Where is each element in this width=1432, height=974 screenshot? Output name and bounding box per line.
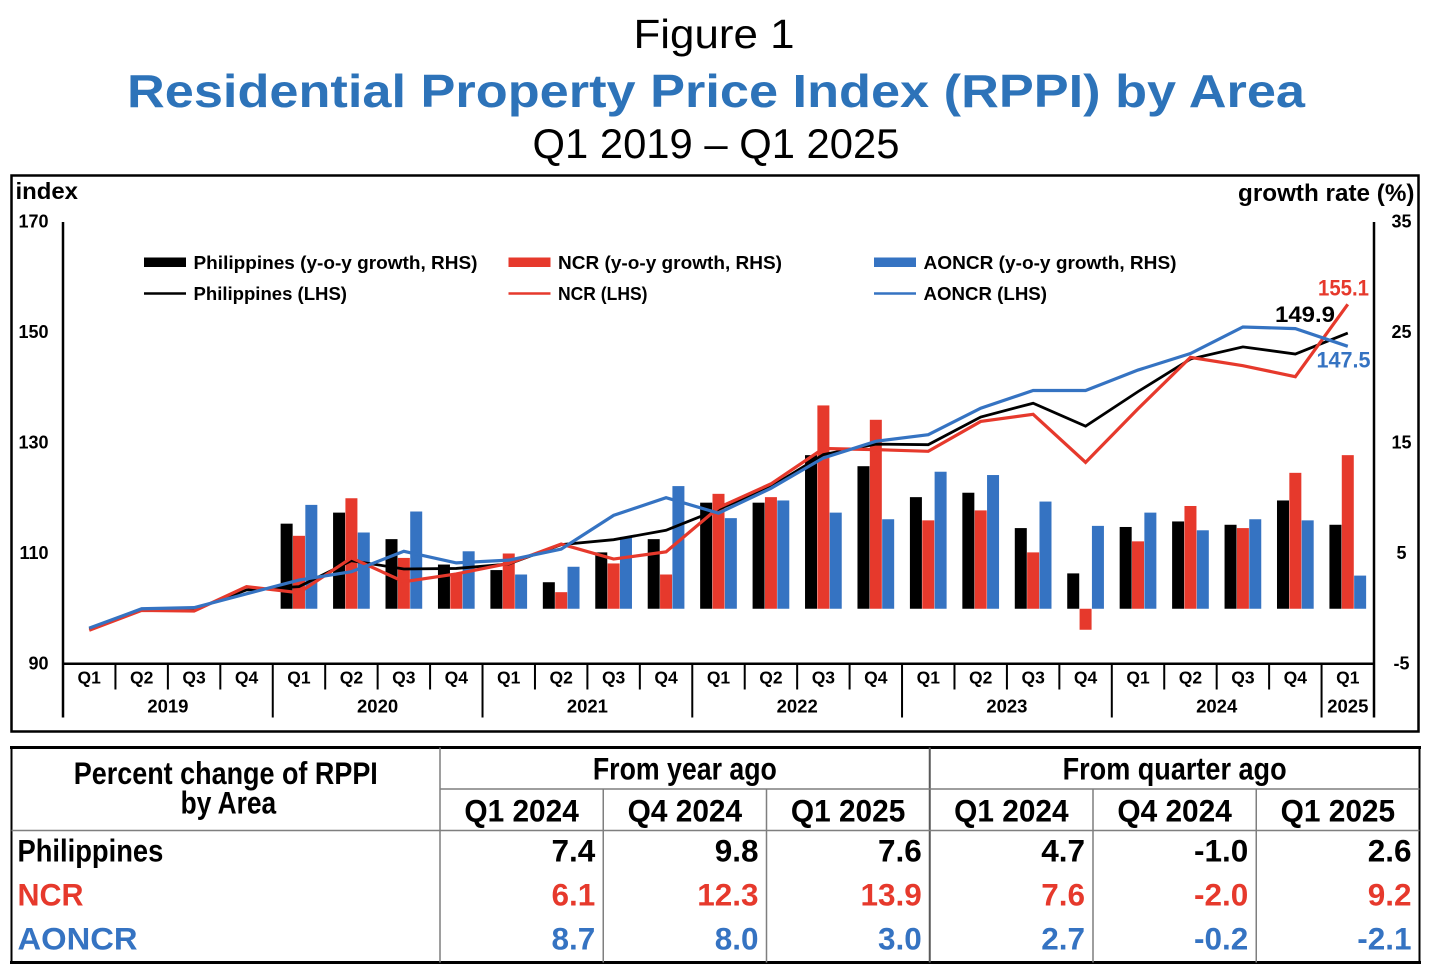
svg-text:Q4: Q4	[235, 668, 259, 688]
svg-text:index: index	[16, 178, 79, 204]
svg-text:AONCR (LHS): AONCR (LHS)	[924, 284, 1048, 304]
svg-text:Q4: Q4	[654, 668, 678, 688]
svg-text:Q4 2024: Q4 2024	[1117, 793, 1232, 829]
svg-text:by Area: by Area	[181, 784, 277, 820]
svg-text:Q3: Q3	[602, 668, 626, 688]
svg-text:Q1: Q1	[78, 668, 102, 688]
svg-text:130: 130	[18, 433, 48, 453]
svg-text:4.7: 4.7	[1041, 833, 1085, 869]
svg-text:12.3: 12.3	[697, 877, 758, 913]
svg-text:Q4: Q4	[1284, 668, 1308, 688]
svg-text:7.4: 7.4	[551, 833, 595, 869]
svg-text:From quarter ago: From quarter ago	[1063, 751, 1287, 787]
svg-text:Q2: Q2	[1179, 668, 1203, 688]
svg-text:Q2: Q2	[130, 668, 154, 688]
svg-text:Q4: Q4	[864, 668, 888, 688]
svg-text:6.1: 6.1	[551, 877, 595, 913]
svg-text:147.5: 147.5	[1317, 348, 1371, 373]
svg-text:AONCR: AONCR	[18, 921, 138, 957]
svg-text:From year ago: From year ago	[593, 751, 777, 787]
svg-text:2023: 2023	[986, 696, 1027, 717]
svg-text:Q1: Q1	[287, 668, 311, 688]
svg-text:-2.0: -2.0	[1194, 877, 1248, 913]
svg-text:Q4: Q4	[445, 668, 469, 688]
svg-text:Q3: Q3	[392, 668, 416, 688]
svg-text:Q1 2025: Q1 2025	[1281, 793, 1396, 829]
svg-text:NCR (y-o-y growth, RHS): NCR (y-o-y growth, RHS)	[558, 253, 782, 273]
svg-text:2025: 2025	[1327, 696, 1368, 717]
svg-text:Q1: Q1	[1126, 668, 1150, 688]
svg-text:90: 90	[28, 654, 48, 674]
svg-text:8.0: 8.0	[715, 921, 759, 957]
svg-text:Q1: Q1	[917, 668, 941, 688]
svg-text:Q1: Q1	[1336, 668, 1360, 688]
svg-text:Q3: Q3	[182, 668, 206, 688]
svg-text:-0.2: -0.2	[1194, 921, 1248, 957]
svg-text:2022: 2022	[777, 696, 818, 717]
svg-text:110: 110	[19, 543, 48, 563]
svg-text:2.7: 2.7	[1041, 921, 1085, 957]
svg-text:13.9: 13.9	[860, 877, 921, 913]
svg-text:7.6: 7.6	[878, 833, 922, 869]
svg-text:NCR: NCR	[18, 877, 84, 913]
svg-text:Philippines: Philippines	[18, 833, 164, 869]
svg-text:2024: 2024	[1196, 696, 1238, 717]
svg-text:Q3: Q3	[812, 668, 836, 688]
svg-text:35: 35	[1391, 212, 1411, 232]
svg-text:Philippines (LHS): Philippines (LHS)	[194, 284, 348, 304]
svg-text:Q1 2024: Q1 2024	[464, 793, 579, 829]
svg-text:Percent change of RPPI: Percent change of RPPI	[74, 755, 378, 791]
svg-text:9.2: 9.2	[1368, 877, 1412, 913]
svg-text:7.6: 7.6	[1041, 877, 1085, 913]
svg-text:-2.1: -2.1	[1357, 921, 1411, 957]
svg-text:Q3: Q3	[1021, 668, 1045, 688]
svg-text:9.8: 9.8	[715, 833, 759, 869]
svg-text:Philippines (y-o-y growth, RHS: Philippines (y-o-y growth, RHS)	[194, 253, 478, 273]
svg-text:Q2: Q2	[759, 668, 783, 688]
svg-text:Q2: Q2	[969, 668, 993, 688]
svg-text:Q4 2024: Q4 2024	[628, 793, 743, 829]
svg-text:growth rate (%): growth rate (%)	[1238, 180, 1415, 207]
svg-text:AONCR (y-o-y growth, RHS): AONCR (y-o-y growth, RHS)	[924, 253, 1177, 273]
svg-text:Q4: Q4	[1074, 668, 1098, 688]
svg-text:2021: 2021	[567, 696, 608, 717]
svg-text:Residential Property Price Ind: Residential Property Price Index (RPPI) …	[127, 65, 1305, 117]
svg-text:NCR (LHS): NCR (LHS)	[558, 284, 648, 304]
svg-text:149.9: 149.9	[1275, 302, 1335, 327]
svg-text:150: 150	[18, 322, 48, 342]
svg-text:Q1 2025: Q1 2025	[791, 793, 906, 829]
svg-text:Q2: Q2	[550, 668, 574, 688]
svg-text:155.1: 155.1	[1318, 276, 1369, 301]
svg-text:Q1 2019 – Q1 2025: Q1 2019 – Q1 2025	[533, 120, 900, 167]
svg-text:3.0: 3.0	[878, 921, 922, 957]
svg-text:25: 25	[1391, 322, 1411, 342]
svg-text:Q1: Q1	[497, 668, 521, 688]
svg-text:170: 170	[18, 212, 48, 232]
svg-text:5: 5	[1396, 543, 1406, 563]
svg-text:Q2: Q2	[340, 668, 364, 688]
svg-text:Q1 2024: Q1 2024	[954, 793, 1069, 829]
svg-text:2019: 2019	[147, 696, 188, 717]
svg-text:-5: -5	[1393, 654, 1409, 674]
svg-text:2020: 2020	[357, 696, 398, 717]
svg-text:8.7: 8.7	[551, 921, 595, 957]
svg-text:Q3: Q3	[1231, 668, 1255, 688]
svg-text:15: 15	[1391, 433, 1411, 453]
svg-text:-1.0: -1.0	[1194, 833, 1248, 869]
svg-text:Figure 1: Figure 1	[634, 11, 795, 57]
svg-text:2.6: 2.6	[1368, 833, 1412, 869]
svg-text:Q1: Q1	[707, 668, 731, 688]
